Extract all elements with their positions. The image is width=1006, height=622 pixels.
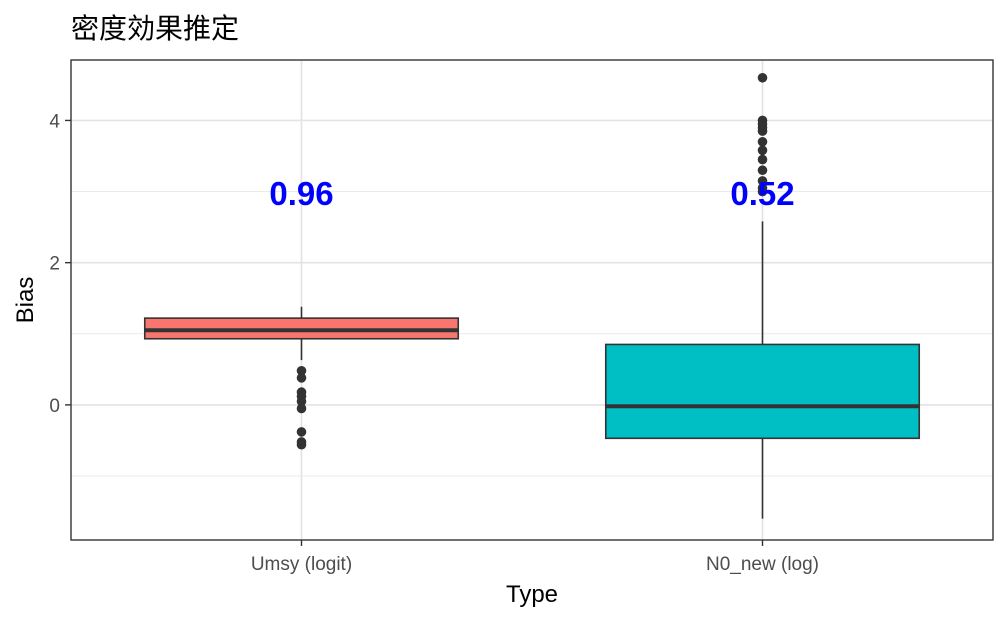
axis-layer: 0 2 4 Umsy (logit) N0_new (log) [49,111,819,575]
y-tick-label: 0 [49,396,60,417]
outlier-point [757,186,768,197]
annotation-label: 0.96 [269,175,333,212]
outlier-point [296,396,307,407]
outlier-point [296,427,307,437]
annotation-label: 0.52 [730,175,794,212]
outlier-point [757,72,768,83]
y-axis-title: Bias [12,277,39,324]
box-iqr [604,343,921,440]
outlier-point [296,373,307,383]
outlier-point [757,136,768,147]
outlier-point [757,145,768,156]
x-tick-label: Umsy (logit) [251,554,352,575]
outlier-point [757,126,768,136]
chart-title: 密度効果推定 [71,12,239,45]
y-tick-label: 2 [49,254,60,275]
outlier-point [296,365,307,376]
boxplot-layer [143,72,921,519]
x-axis-title: Type [506,581,558,608]
y-tick-label: 4 [49,111,60,132]
annotation-layer: 0.96 0.52 [269,175,794,212]
plot-panel [71,60,993,540]
outlier-point [757,154,768,165]
outlier-point [757,176,768,186]
outlier-point [296,439,307,450]
outlier-point [757,165,768,176]
x-tick-label: N0_new (log) [706,554,819,575]
plot-border [70,59,994,541]
outlier-point [296,403,307,414]
